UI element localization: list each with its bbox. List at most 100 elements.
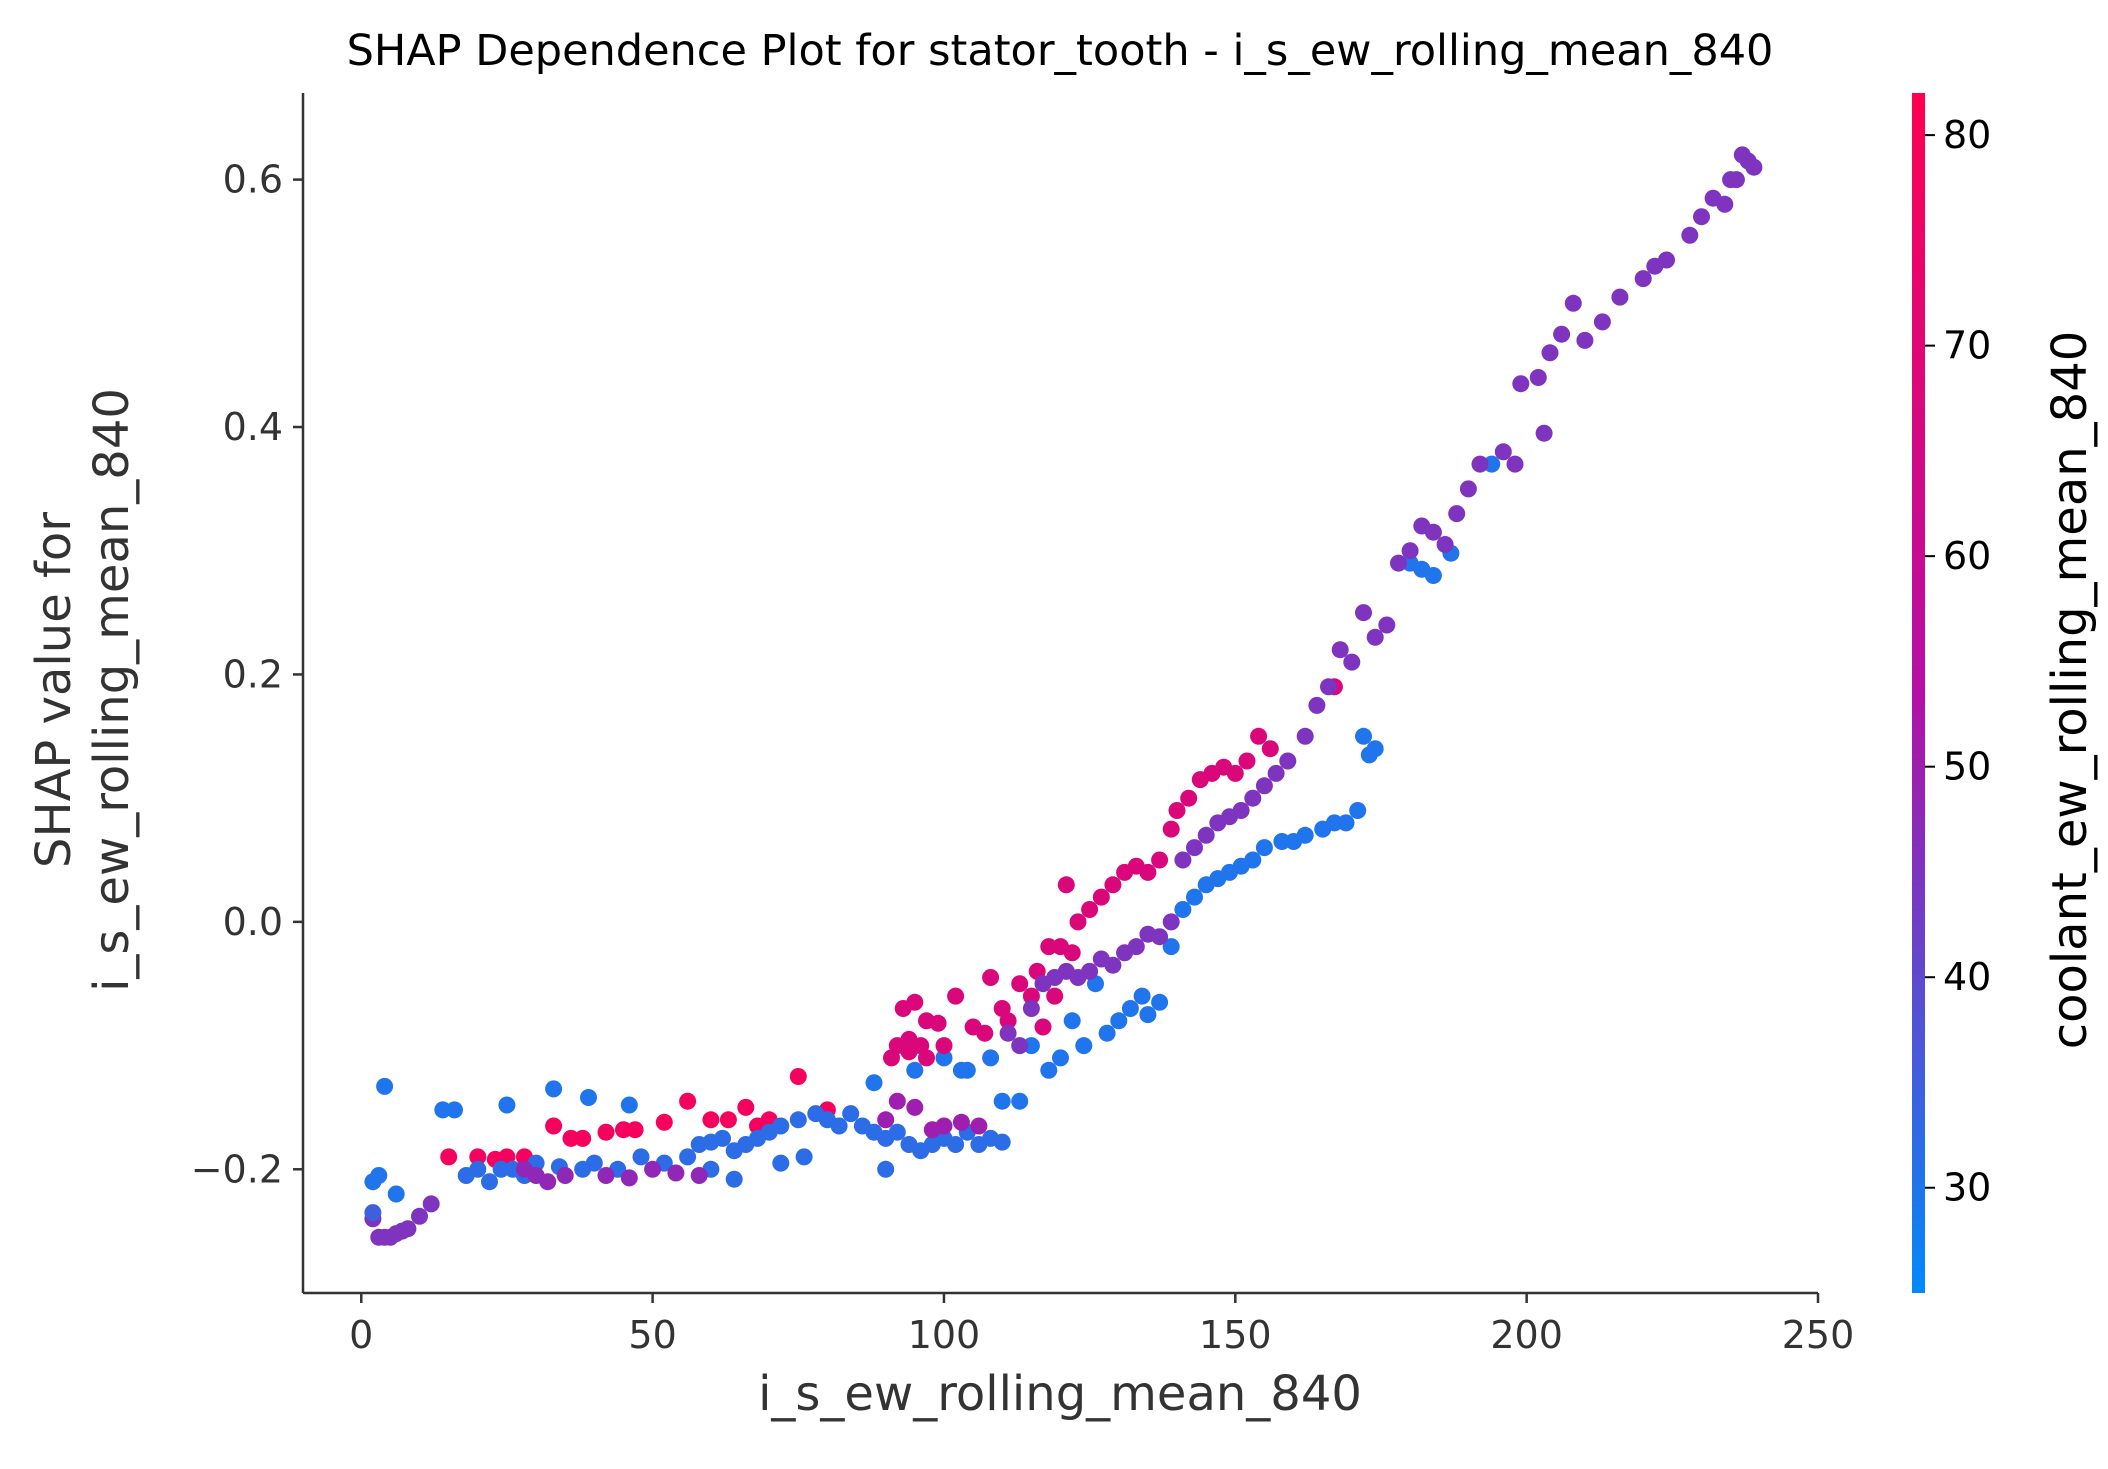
scatter-point xyxy=(1320,678,1337,696)
colorbar-gradient xyxy=(1912,93,1925,1293)
scatter-point xyxy=(1378,616,1396,634)
scatter-point xyxy=(1355,604,1372,622)
scatter-point xyxy=(1186,888,1203,906)
scatter-point xyxy=(772,1117,790,1135)
scatter-point xyxy=(1611,288,1629,306)
scatter-point xyxy=(1011,975,1029,993)
scatter-point xyxy=(387,1185,405,1203)
scatter-point xyxy=(1494,443,1512,461)
scatter-point xyxy=(545,1080,563,1098)
colorbar-tick-label: 60 xyxy=(1943,534,1991,578)
scatter-point xyxy=(1162,913,1180,931)
scatter-point xyxy=(702,1111,720,1129)
scatter-point xyxy=(1343,653,1361,671)
scatter-point xyxy=(1022,1037,1040,1055)
scatter-point xyxy=(1693,208,1710,226)
scatter-point xyxy=(1151,928,1169,946)
scatter-point xyxy=(440,1148,458,1166)
scatter-point xyxy=(976,1024,994,1042)
scatter-point xyxy=(1255,839,1273,857)
colorbar: 30 40 50 60 70 80 xyxy=(1912,93,1991,1293)
scatter-point xyxy=(1722,171,1740,189)
scatter-point xyxy=(1197,826,1215,844)
scatter-point xyxy=(947,1136,965,1153)
scatter-point xyxy=(1063,1012,1081,1030)
scatter-point xyxy=(1139,1006,1157,1024)
scatter-point xyxy=(888,1092,906,1110)
scatter-point xyxy=(597,1167,615,1184)
scatter-point xyxy=(411,1207,428,1225)
y-tick-label: 0.0 xyxy=(223,900,283,944)
scatter-point xyxy=(1255,777,1273,795)
scatter-point xyxy=(1448,505,1466,523)
scatter-point xyxy=(1104,876,1122,894)
scatter-point xyxy=(1541,344,1559,362)
scatter-point xyxy=(1593,313,1611,331)
scatter-point xyxy=(929,1014,947,1032)
scatter-point xyxy=(1168,802,1186,819)
scatter-point xyxy=(1011,1037,1029,1055)
scatter-point xyxy=(556,1167,574,1184)
scatter-point xyxy=(1162,820,1180,838)
colorbar-tick-label: 30 xyxy=(1943,1166,1991,1210)
scatter-point xyxy=(795,1148,813,1166)
scatter-point xyxy=(877,1111,895,1129)
scatter-point xyxy=(982,1049,1000,1067)
scatter-point xyxy=(515,1160,533,1178)
scatter-point xyxy=(1174,901,1192,918)
scatter-point xyxy=(1267,764,1285,782)
scatter-point xyxy=(620,1169,638,1187)
scatter-point xyxy=(574,1129,592,1147)
scatter-point xyxy=(1151,851,1169,869)
scatter-point xyxy=(690,1167,708,1184)
scatter-point xyxy=(481,1173,498,1191)
scatter-point xyxy=(1658,251,1675,269)
scatter-point xyxy=(1244,851,1262,869)
x-tick-label: 150 xyxy=(1199,1313,1272,1357)
scatter-point xyxy=(1308,696,1326,714)
scatter-point xyxy=(1349,802,1367,819)
colorbar-tick-label: 80 xyxy=(1943,113,1991,157)
scatter-point xyxy=(1366,628,1384,646)
y-tick-label: 0.2 xyxy=(223,652,283,696)
scatter-point xyxy=(1250,727,1268,745)
scatter-point xyxy=(906,1061,924,1079)
colorbar-tick-label: 70 xyxy=(1943,324,1991,368)
scatter-point xyxy=(1512,375,1530,393)
x-tick-label: 50 xyxy=(628,1313,676,1357)
scatter-point xyxy=(789,1111,807,1129)
scatter-point xyxy=(422,1195,440,1213)
scatter-point xyxy=(679,1092,697,1110)
x-tick-label: 200 xyxy=(1490,1313,1563,1357)
scatter-point xyxy=(539,1173,557,1191)
scatter-point xyxy=(667,1164,685,1182)
scatter-point xyxy=(1232,802,1250,819)
scatter-point xyxy=(1174,851,1192,869)
scatter-point xyxy=(982,969,1000,986)
scatter-point xyxy=(446,1101,463,1119)
colorbar-label: coolant_ew_rolling_mean_840 xyxy=(2042,331,2098,1050)
scatter-point xyxy=(1110,1012,1128,1030)
scatter-point xyxy=(719,1111,737,1129)
y-axis-label-line-1: SHAP value for xyxy=(26,512,82,868)
scatter-point xyxy=(1040,938,1058,956)
scatter-point xyxy=(1535,424,1553,442)
x-tick-label: 250 xyxy=(1782,1313,1855,1357)
y-tick-label: −0.2 xyxy=(191,1147,283,1191)
scatter-point xyxy=(376,1077,394,1095)
scatter-point xyxy=(1092,888,1110,906)
scatter-point xyxy=(655,1113,673,1131)
scatter-point xyxy=(1046,987,1064,1005)
scatter-point xyxy=(1296,727,1314,745)
scatter-point xyxy=(562,1129,580,1147)
scatter-point xyxy=(1081,901,1099,918)
scatter-point xyxy=(492,1160,510,1178)
scatter-point xyxy=(1057,876,1075,894)
scatter-point xyxy=(620,1096,638,1114)
scatter-point xyxy=(714,1129,731,1147)
scatter-point xyxy=(1075,1037,1093,1055)
scatter-point xyxy=(1081,962,1099,980)
scatter-point xyxy=(1011,1092,1029,1110)
scatter-point xyxy=(370,1167,388,1184)
